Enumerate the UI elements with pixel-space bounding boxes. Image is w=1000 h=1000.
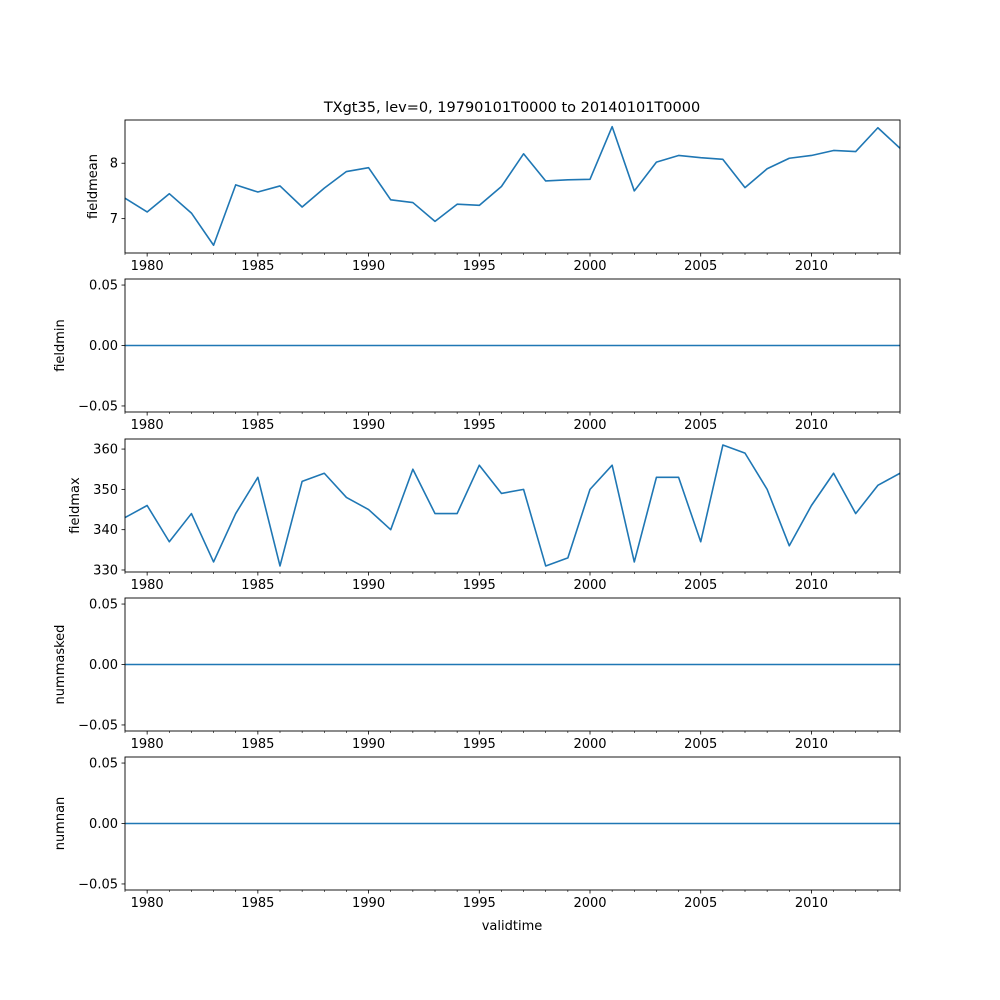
fieldmax-axes-frame xyxy=(124,438,901,573)
nummasked-x-tick-label: 2005 xyxy=(684,737,717,752)
fieldmax-y-tick-label: 360 xyxy=(93,443,118,458)
fieldmax-y-tick-label: 350 xyxy=(93,483,118,498)
nummasked-x-tick-label: 1990 xyxy=(352,737,385,752)
numnan-x-tick-label: 1990 xyxy=(352,896,385,911)
fieldmin-y-axis-label: fieldmin xyxy=(53,319,68,372)
fieldmin-y-tick-label: 0.00 xyxy=(89,339,118,354)
numnan-y-tick-label: −0.05 xyxy=(78,877,118,892)
fieldmax-y-axis-label: fieldmax xyxy=(68,477,83,534)
fieldmin-x-tick-label: 2005 xyxy=(684,418,717,433)
fieldmean-x-tick-label: 2000 xyxy=(573,259,606,274)
nummasked-x-tick-label: 2010 xyxy=(795,737,828,752)
x-axis-label: validtime xyxy=(482,919,543,934)
numnan-x-tick-label: 2005 xyxy=(684,896,717,911)
fieldmin-x-tick-label: 2010 xyxy=(795,418,828,433)
fieldmean-x-tick-label: 2010 xyxy=(795,259,828,274)
nummasked-x-tick-label: 1995 xyxy=(463,737,496,752)
nummasked-y-tick-label: −0.05 xyxy=(78,718,118,733)
fieldmean-x-tick-label: 1985 xyxy=(241,259,274,274)
fieldmax-y-tick-label: 340 xyxy=(93,523,118,538)
numnan-x-tick-label: 1980 xyxy=(131,896,164,911)
fieldmin-x-tick-label: 1985 xyxy=(241,418,274,433)
panels: 1980 1985 1990 1995 2000 2005 201078fieldmean1… xyxy=(53,119,901,911)
panel-fieldmean: 1980 1985 1990 1995 2000 2005 2010 7 8 fieldmean xyxy=(86,119,901,274)
fieldmin-x-tick-label: 1980 xyxy=(131,418,164,433)
numnan-y-axis-label: numnan xyxy=(53,797,68,851)
fieldmean-x-tick-label: 1980 xyxy=(131,259,164,274)
fieldmean-x-tick-label: 1990 xyxy=(352,259,385,274)
nummasked-x-tick-label: 2000 xyxy=(573,737,606,752)
fieldmin-y-tick-label: −0.05 xyxy=(78,399,118,414)
nummasked-y-tick-label: 0.05 xyxy=(89,598,118,613)
fieldmin-y-tick-label: 0.05 xyxy=(89,279,118,294)
fieldmean-x-tick-label: 2005 xyxy=(684,259,717,274)
panel-fieldmin: 1980 1985 1990 1995 2000 2005 2010 −0.05 0.00 0.0… xyxy=(53,279,901,433)
fieldmax-x-tick-label: 1995 xyxy=(463,578,496,593)
fieldmax-x-tick-label: 1980 xyxy=(131,578,164,593)
fieldmean-y-tick-label: 8 xyxy=(110,157,118,172)
fieldmax-x-tick-label: 2000 xyxy=(573,578,606,593)
numnan-x-tick-label: 2010 xyxy=(795,896,828,911)
fieldmax-x-tick-label: 2005 xyxy=(684,578,717,593)
nummasked-y-tick-label: 0.00 xyxy=(89,658,118,673)
fieldmin-x-tick-label: 1995 xyxy=(463,418,496,433)
fieldmax-x-tick-label: 1985 xyxy=(241,578,274,593)
numnan-x-tick-label: 2000 xyxy=(573,896,606,911)
fieldmean-y-axis-label: fieldmean xyxy=(86,154,101,219)
fieldmean-series-line xyxy=(124,125,901,247)
numnan-x-tick-label: 1985 xyxy=(241,896,274,911)
nummasked-x-tick-label: 1980 xyxy=(131,737,164,752)
nummasked-x-tick-label: 1985 xyxy=(241,737,274,752)
panel-fieldmax: 1980 1985 1990 1995 2000 2005 2010 330 340 350 360… xyxy=(68,438,901,593)
fieldmax-x-tick-label: 1990 xyxy=(352,578,385,593)
fieldmin-x-tick-label: 2000 xyxy=(573,418,606,433)
fieldmin-x-tick-label: 1990 xyxy=(352,418,385,433)
numnan-x-tick-label: 1995 xyxy=(463,896,496,911)
fieldmean-x-tick-label: 1995 xyxy=(463,259,496,274)
fieldmax-x-tick-label: 2010 xyxy=(795,578,828,593)
fieldmean-y-tick-label: 7 xyxy=(110,212,118,227)
nummasked-y-axis-label: nummasked xyxy=(53,625,68,705)
panel-numnan: 1980 1985 1990 1995 2000 2005 2010 −0.05 0.00 0.0… xyxy=(53,757,901,911)
figure-title: TXgt35, lev=0, 19790101T0000 to 20140101… xyxy=(323,100,700,116)
panel-nummasked: 1980 1985 1990 1995 2000 2005 2010 −0.05 0.00 0.0… xyxy=(53,598,901,752)
numnan-y-tick-label: 0.00 xyxy=(89,817,118,832)
fieldmean-axes-frame xyxy=(124,119,901,254)
fieldmax-series-line xyxy=(124,444,901,567)
fieldmax-y-tick-label: 330 xyxy=(93,563,118,578)
numnan-y-tick-label: 0.05 xyxy=(89,757,118,772)
